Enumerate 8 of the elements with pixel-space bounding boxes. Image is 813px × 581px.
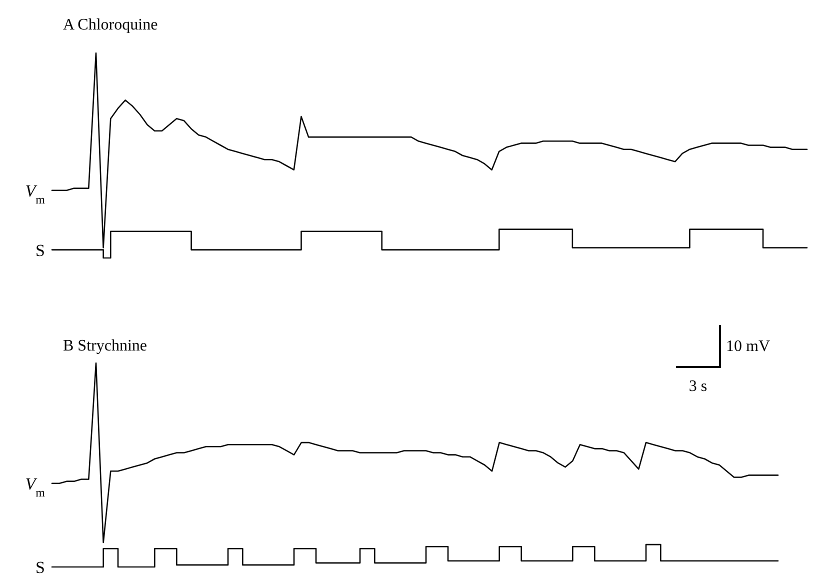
chart-title: A Chloroquine	[63, 16, 158, 34]
series-label: V$_{m}$	[25, 474, 46, 500]
chart-title: B Strychnine	[63, 338, 147, 354]
series-label: S	[36, 558, 45, 577]
series-label: S	[36, 240, 45, 260]
annotation: 3 s	[688, 378, 708, 395]
text: 10 mV	[726, 338, 770, 355]
series-label: V$_{m}$	[25, 181, 46, 206]
